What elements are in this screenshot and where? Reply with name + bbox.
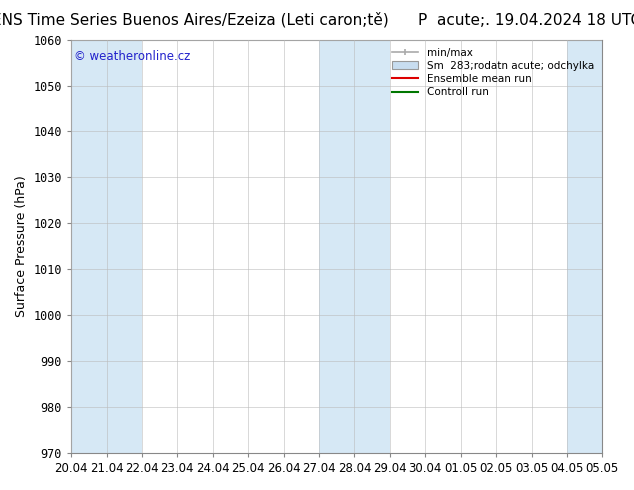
Legend: min/max, Sm  283;rodatn acute; odchylka, Ensemble mean run, Controll run: min/max, Sm 283;rodatn acute; odchylka, … — [389, 45, 597, 100]
Bar — [319, 40, 354, 453]
Text: © weatheronline.cz: © weatheronline.cz — [74, 50, 190, 63]
Text: ENS Time Series Buenos Aires/Ezeiza (Leti caron;tě)      P  acute;. 19.04.2024 1: ENS Time Series Buenos Aires/Ezeiza (Let… — [0, 12, 634, 28]
Bar — [354, 40, 390, 453]
Bar — [71, 40, 107, 453]
Bar — [107, 40, 142, 453]
Bar — [567, 40, 602, 453]
Y-axis label: Surface Pressure (hPa): Surface Pressure (hPa) — [15, 175, 28, 317]
